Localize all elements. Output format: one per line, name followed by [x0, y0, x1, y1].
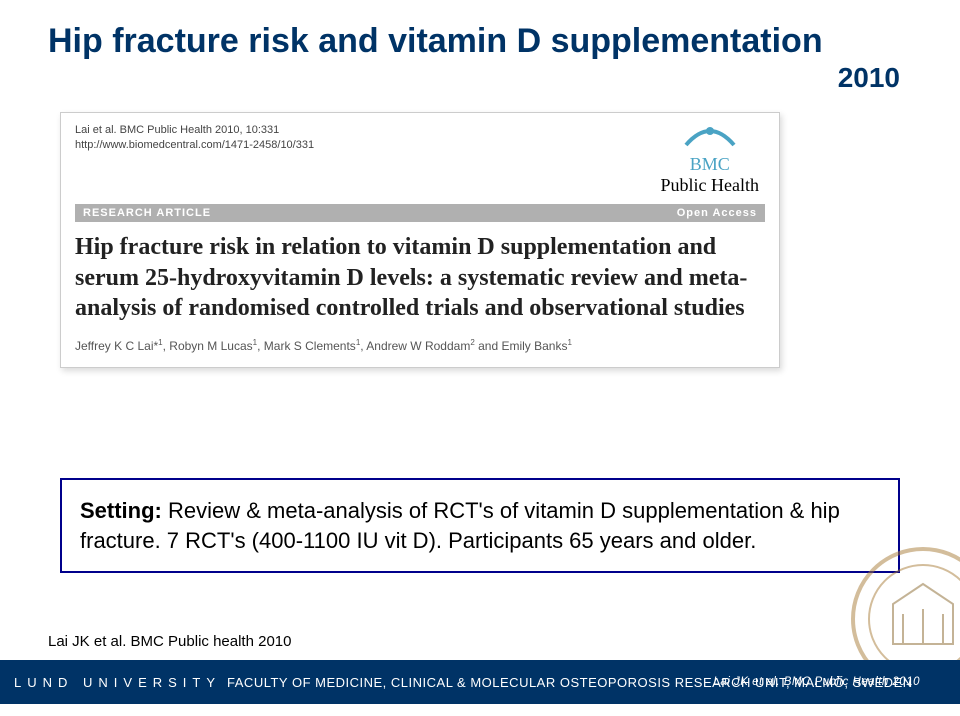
article-screenshot: Lai et al. BMC Public Health 2010, 10:33… — [60, 112, 780, 368]
citation-line1: Lai et al. BMC Public Health 2010, 10:33… — [75, 123, 314, 138]
slide-reference: Lai JK et al. BMC Public health 2010 — [48, 633, 291, 650]
slide-title: Hip fracture risk and vitamin D suppleme… — [0, 0, 960, 61]
bmc-logo: BMC Public Health — [661, 123, 765, 196]
setting-body: Review & meta-analysis of RCT's of vitam… — [80, 498, 840, 553]
footer-bar: LUND UNIVERSITY FACULTY OF MEDICINE, CLI… — [0, 660, 960, 704]
citation-block: Lai et al. BMC Public Health 2010, 10:33… — [75, 123, 314, 153]
footer-university: LUND UNIVERSITY — [14, 675, 221, 690]
research-article-bar: RESEARCH ARTICLE Open Access — [75, 204, 765, 222]
setting-box: Setting: Review & meta-analysis of RCT's… — [60, 478, 900, 573]
research-label: RESEARCH ARTICLE — [83, 207, 211, 219]
open-access-label: Open Access — [677, 207, 757, 219]
footer-right-citation: Lai JK et al. BMC Public Health 2010 — [713, 676, 920, 688]
bmc-logo-text2: Public Health — [661, 175, 759, 196]
article-header-row: Lai et al. BMC Public Health 2010, 10:33… — [75, 123, 765, 196]
citation-line2: http://www.biomedcentral.com/1471-2458/1… — [75, 138, 314, 153]
article-title: Hip fracture risk in relation to vitamin… — [75, 232, 765, 324]
setting-label: Setting: — [80, 498, 162, 523]
year-label: 2010 — [838, 62, 900, 94]
setting-text: Setting: Review & meta-analysis of RCT's… — [80, 496, 880, 555]
article-authors: Jeffrey K C Lai*1, Robyn M Lucas1, Mark … — [75, 338, 765, 353]
bmc-arc-icon — [680, 123, 740, 149]
bmc-logo-text1: BMC — [661, 154, 759, 175]
